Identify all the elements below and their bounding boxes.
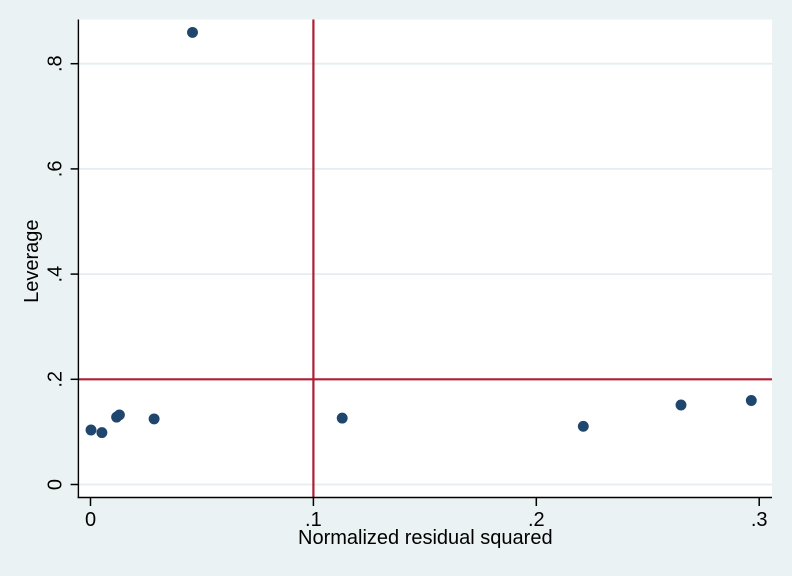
svg-text:.1: .1 xyxy=(305,509,322,531)
svg-text:.8: .8 xyxy=(45,55,67,72)
svg-text:Normalized residual squared: Normalized residual squared xyxy=(298,527,553,549)
svg-text:Leverage: Leverage xyxy=(21,219,43,302)
svg-text:.4: .4 xyxy=(45,266,67,283)
svg-text:0: 0 xyxy=(45,479,67,490)
svg-text:0: 0 xyxy=(85,509,96,531)
svg-text:.2: .2 xyxy=(45,371,67,388)
svg-text:.3: .3 xyxy=(751,509,768,531)
svg-text:.2: .2 xyxy=(528,509,545,531)
svg-text:.6: .6 xyxy=(45,161,67,178)
